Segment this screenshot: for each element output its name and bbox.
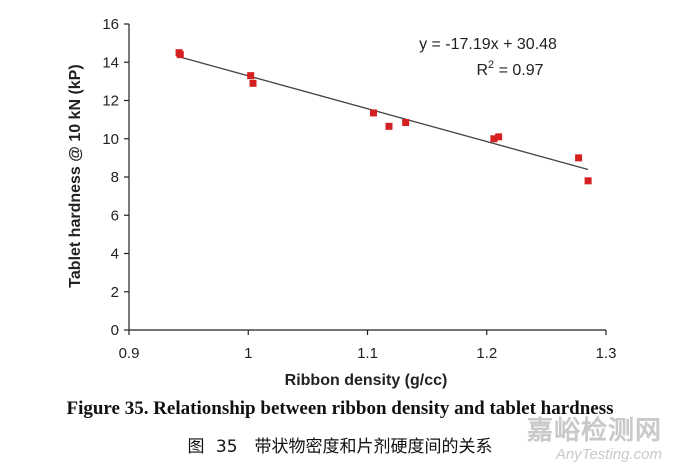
chart: 0 2 4 6 8 10 12 14 16 0.9 1 1.1 1.2 1.3 y = -17.19x …	[67, 16, 617, 389]
regression-equation: y = -17.19x + 30.48	[419, 36, 557, 53]
watermark-english: AnyTesting.com	[555, 446, 662, 463]
y-axis-title: Tablet hardness @ 10 kN (kP)	[67, 64, 84, 287]
data-point	[495, 133, 503, 141]
x-tick-label: 1.3	[596, 345, 617, 362]
r-squared-label: R2 = 0.97	[476, 59, 543, 79]
r-squared-symbol: R	[476, 62, 488, 79]
figure-caption-chinese: 图 35 带状物密度和片剂硬度间的关系	[187, 437, 493, 457]
data-point	[490, 135, 498, 143]
trendline	[176, 55, 589, 171]
y-tick-label: 12	[102, 93, 119, 110]
x-axis-ticks: 0.9 1 1.1 1.2 1.3	[119, 330, 617, 362]
figure-caption-english: Figure 35. Relationship between ribbon d…	[66, 398, 614, 419]
data-point	[575, 154, 583, 162]
y-tick-label: 0	[111, 322, 119, 339]
y-tick-label: 16	[102, 16, 119, 33]
data-point	[247, 72, 255, 80]
data-point	[584, 177, 592, 185]
x-tick-label: 0.9	[119, 345, 140, 362]
y-tick-label: 10	[102, 131, 119, 148]
watermark: 嘉峪检测网 AnyTesting.com	[527, 418, 662, 462]
data-point	[402, 118, 410, 126]
x-tick-label: 1	[244, 345, 252, 362]
r-squared-value: = 0.97	[494, 62, 543, 79]
y-tick-label: 8	[111, 169, 119, 186]
y-tick-label: 2	[111, 284, 119, 301]
x-tick-label: 1.1	[357, 345, 378, 362]
data-point	[369, 109, 377, 117]
x-axis-title: Ribbon density (g/cc)	[285, 372, 448, 389]
y-tick-label: 6	[111, 207, 119, 224]
watermark-chinese: 嘉峪检测网	[526, 416, 662, 446]
y-tick-label: 14	[102, 54, 119, 71]
data-points	[175, 49, 592, 185]
y-tick-label: 4	[111, 246, 119, 263]
data-point	[249, 79, 257, 87]
x-tick-label: 1.2	[476, 345, 497, 362]
data-point	[385, 122, 393, 130]
y-axis-ticks: 0 2 4 6 8 10 12 14 16	[102, 16, 129, 339]
r-squared-superscript: 2	[488, 59, 494, 71]
data-point	[176, 51, 184, 59]
